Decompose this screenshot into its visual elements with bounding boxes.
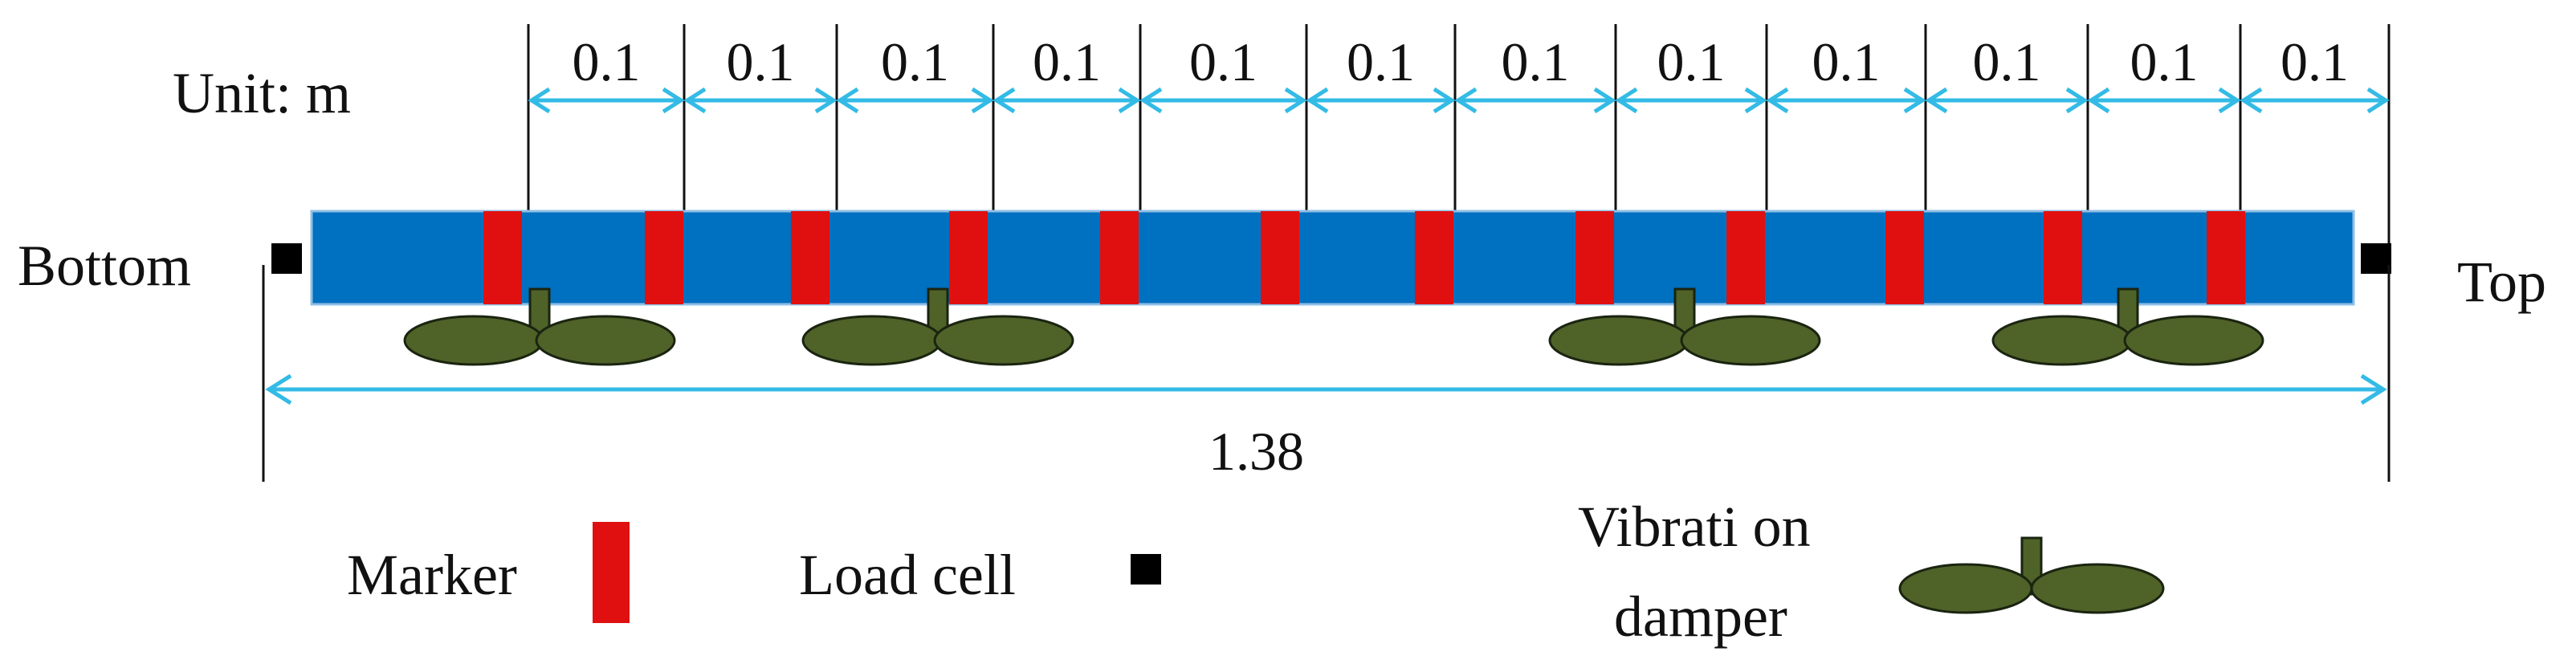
segment-arrow-right: [1284, 87, 1307, 114]
legend-load-cell-swatch: [1131, 554, 1161, 585]
top-label: Top: [2457, 250, 2546, 314]
segment-arrow-left: [1766, 87, 1789, 114]
marker: [1726, 211, 1765, 304]
segment-length-label: 0.1: [1502, 31, 1570, 92]
segment-arrow-right: [1118, 87, 1141, 114]
segment-arrow-right: [971, 87, 994, 114]
segment-dimension-chain: 0.1 0.1 0.1 0.1 0.1 0.1 0.1 0.1 0.1 0.1 0.1 0.1: [527, 24, 2391, 265]
legend-marker-swatch: [593, 522, 630, 623]
segment-length-label: 0.1: [573, 31, 641, 92]
segment-arrow-left: [1139, 87, 1163, 114]
marker: [1885, 211, 1924, 304]
marker: [1575, 211, 1614, 304]
segment-length-label: 0.1: [727, 31, 795, 92]
marker: [1261, 211, 1299, 304]
marker: [949, 211, 988, 304]
total-length-label: 1.38: [1209, 421, 1304, 482]
marker: [791, 211, 829, 304]
segment-arrow-left: [2240, 87, 2263, 114]
legend-load-cell-label: Load cell: [799, 543, 1016, 607]
segment-arrow-right: [2366, 87, 2390, 114]
legend-marker-label: Marker: [347, 543, 517, 607]
marker: [483, 211, 522, 304]
segment-length-label: 0.1: [1033, 31, 1101, 92]
segment-length-label: 0.1: [2130, 31, 2199, 92]
marker: [645, 211, 683, 304]
segment-arrow-left: [836, 87, 859, 114]
segment-arrow-right: [2218, 87, 2241, 114]
segment-arrow-right: [1433, 87, 1456, 114]
vibration-damper: [1991, 287, 2264, 366]
segment-arrow-left: [1306, 87, 1329, 114]
segment-arrow-left: [1615, 87, 1638, 114]
legend-damper-icon: [1898, 536, 2165, 614]
segment-length-label: 0.1: [1812, 31, 1881, 92]
vibration-damper: [403, 287, 676, 366]
segment-arrow-right: [1744, 87, 1767, 114]
marker: [1415, 211, 1453, 304]
segment-arrow-right: [1903, 87, 1926, 114]
segment-arrow-left: [1454, 87, 1478, 114]
segment-arrow-right: [662, 87, 685, 114]
segment-length-label: 0.1: [1189, 31, 1257, 92]
load-cell-bottom: [271, 243, 302, 274]
segment-length-label: 0.1: [1657, 31, 1726, 92]
unit-label: Unit: m: [173, 61, 351, 125]
vibration-damper: [1548, 287, 1821, 366]
segment-length-label: 0.1: [881, 31, 949, 92]
segment-length-label: 0.1: [2280, 31, 2349, 92]
legend-damper-label-line2: damper: [1614, 585, 1787, 649]
total-length-dimension: [262, 265, 2391, 482]
segment-length-label: 0.1: [1347, 31, 1415, 92]
marker: [2044, 211, 2082, 304]
marker: [1100, 211, 1139, 304]
bottom-label: Bottom: [18, 234, 191, 298]
segment-arrow-right: [1593, 87, 1616, 114]
segment-arrow-left: [683, 87, 707, 114]
marker: [2207, 211, 2245, 304]
segment-arrow-left: [1925, 87, 1948, 114]
segment-arrow-right: [814, 87, 838, 114]
segment-arrow-right: [2065, 87, 2089, 114]
marker-group: [483, 211, 2245, 304]
segment-arrow-left: [528, 87, 551, 114]
load-cell-top: [2361, 243, 2391, 274]
legend-damper-label-line1: Vibrati on: [1578, 495, 1811, 559]
vibration-damper: [801, 287, 1074, 366]
damper-group: [403, 287, 2264, 366]
segment-arrow-left: [992, 87, 1016, 114]
segment-length-label: 0.1: [1973, 31, 2041, 92]
segment-arrow-left: [2087, 87, 2110, 114]
